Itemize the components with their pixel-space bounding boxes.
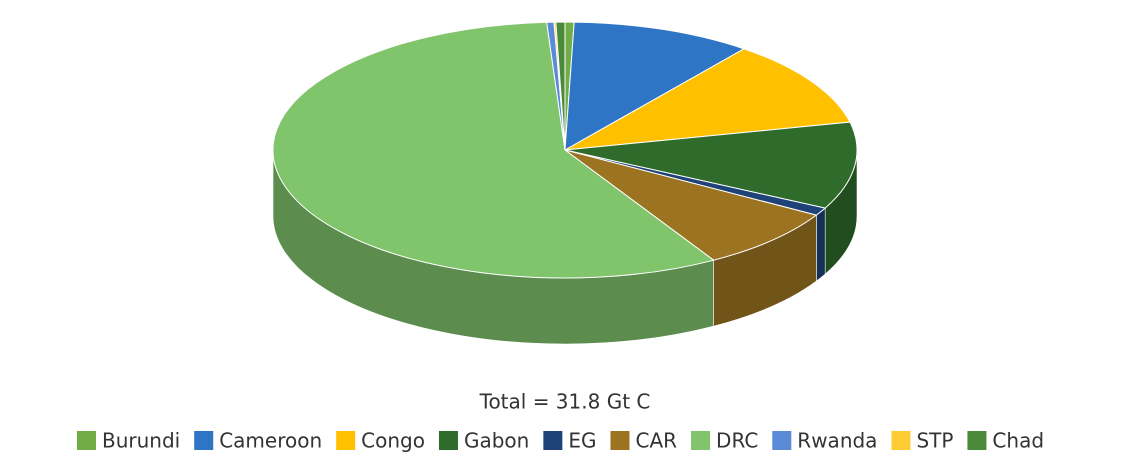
legend-label: EG — [568, 429, 596, 453]
slice — [564, 149, 818, 261]
legend-label: DRC — [716, 429, 758, 453]
legend-label: Chad — [992, 429, 1044, 453]
pie — [272, 21, 858, 345]
legend-swatch — [543, 431, 563, 450]
slice — [555, 21, 566, 151]
slice — [564, 21, 746, 151]
legend-label: Congo — [361, 429, 425, 453]
legend: Burundi Cameroon Congo Gabon EG CAR DRC Rwanda S… — [76, 429, 1044, 453]
slice — [272, 21, 715, 279]
legend-label: CAR — [635, 429, 677, 453]
slice — [564, 121, 858, 209]
legend-swatch — [336, 431, 356, 450]
legend-swatch — [438, 431, 458, 450]
legend-swatch — [891, 431, 911, 450]
legend-swatch — [967, 431, 987, 450]
total-annotation: Total = 31.8 Gt C — [479, 390, 651, 414]
slice — [564, 48, 851, 151]
legend-swatch — [76, 431, 96, 450]
legend-swatch — [610, 431, 630, 450]
legend-swatch — [691, 431, 711, 450]
legend-label: Gabon — [464, 429, 529, 453]
legend-label: Cameroon — [219, 429, 322, 453]
legend-swatch — [772, 431, 792, 450]
slice-side — [816, 207, 826, 282]
legend-label: Burundi — [102, 429, 180, 453]
legend-label: Rwanda — [797, 429, 877, 453]
legend-swatch — [194, 431, 214, 450]
legend-label: STP — [916, 429, 953, 453]
